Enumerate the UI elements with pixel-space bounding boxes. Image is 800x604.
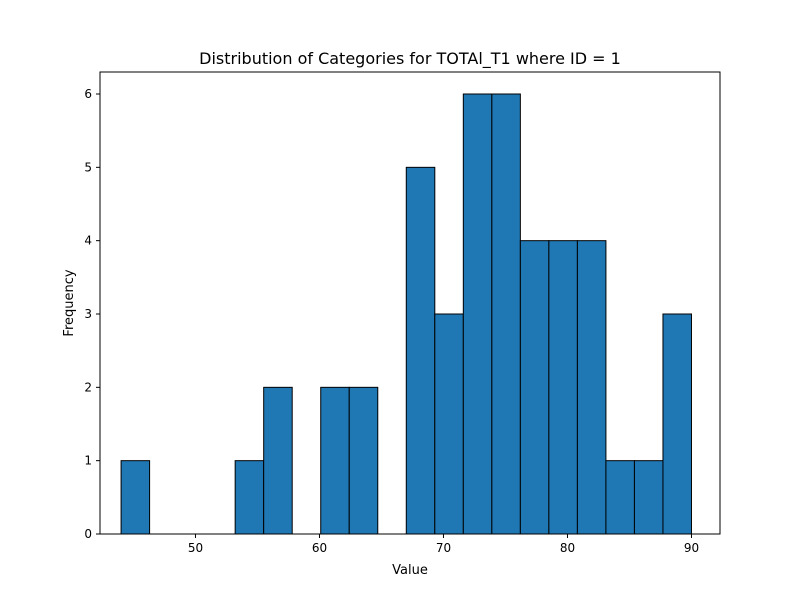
- histogram-bar: [548, 240, 578, 535]
- plot-frame: [99, 71, 721, 535]
- chart-title: Distribution of Categories for TOTAl_T1 …: [199, 49, 621, 69]
- histogram-bar: [576, 240, 607, 535]
- histogram-bar: [320, 386, 350, 535]
- bars-group: [120, 93, 692, 535]
- y-tick-label: 5: [84, 160, 92, 174]
- histogram-bar: [662, 313, 692, 535]
- histogram-bar: [234, 460, 265, 535]
- histogram-bar: [434, 313, 464, 535]
- histogram-bar: [462, 93, 493, 535]
- y-tick-label: 4: [84, 234, 92, 248]
- x-axis-label: Value: [392, 563, 428, 578]
- x-axis-ticks: 50 60 70 80 90: [188, 534, 699, 555]
- x-tick-label: 90: [684, 541, 699, 555]
- histogram-bar: [605, 460, 635, 535]
- y-tick-label: 3: [84, 307, 92, 321]
- histogram-bar: [348, 386, 379, 535]
- y-tick-label: 2: [84, 380, 92, 394]
- x-tick-label: 50: [188, 541, 203, 555]
- histogram-bar: [633, 460, 664, 535]
- x-tick-label: 80: [560, 541, 575, 555]
- x-tick-label: 60: [312, 541, 327, 555]
- y-tick-label: 6: [84, 87, 92, 101]
- histogram-bar: [405, 166, 436, 535]
- y-axis-label: Frequency: [62, 269, 77, 336]
- y-axis-ticks: 0 1 2 3 4 5 6: [84, 87, 100, 541]
- y-tick-label: 0: [84, 527, 92, 541]
- histogram-bar: [519, 240, 550, 535]
- histogram-bar: [120, 460, 151, 535]
- y-tick-label: 1: [84, 454, 92, 468]
- histogram-bar: [491, 93, 521, 535]
- histogram-bar: [263, 386, 293, 535]
- x-tick-label: 70: [436, 541, 451, 555]
